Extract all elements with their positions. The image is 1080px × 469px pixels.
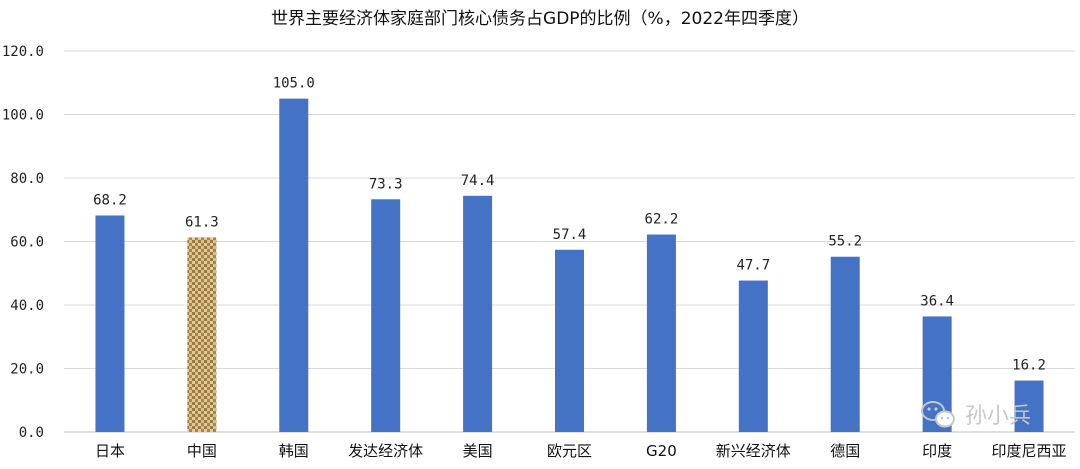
data-label: 47.7 bbox=[736, 258, 770, 274]
category-label: 新兴经济体 bbox=[716, 442, 791, 460]
y-tick-label: 100.0 bbox=[2, 108, 44, 124]
category-label: 印度尼西亚 bbox=[992, 442, 1067, 460]
y-tick-label: 20.0 bbox=[10, 362, 44, 378]
bar-0 bbox=[95, 215, 125, 432]
bar-5 bbox=[555, 249, 584, 432]
bar-3 bbox=[371, 199, 401, 432]
category-label: 韩国 bbox=[279, 442, 309, 460]
category-label: 欧元区 bbox=[547, 442, 592, 460]
data-label: 16.2 bbox=[1012, 358, 1046, 374]
category-label: 发达经济体 bbox=[348, 442, 423, 460]
bar-6 bbox=[646, 234, 676, 432]
y-tick-label: 60.0 bbox=[10, 235, 44, 251]
y-axis-ticks: 0.0 20.0 40.0 60.0 80.0 100.0 120.0 bbox=[2, 44, 44, 441]
category-label: 美国 bbox=[463, 442, 493, 460]
data-label: 74.4 bbox=[461, 173, 495, 189]
y-tick-label: 40.0 bbox=[10, 298, 44, 314]
bar-2 bbox=[279, 98, 309, 432]
data-labels: 68.2 61.3 105.0 73.3 74.4 57.4 62.2 47.7 55.2 36.… bbox=[93, 76, 1046, 374]
data-label: 62.2 bbox=[645, 212, 679, 228]
bar-1 bbox=[187, 237, 217, 432]
data-label: 73.3 bbox=[369, 176, 403, 192]
data-label: 36.4 bbox=[920, 293, 954, 309]
data-label: 61.3 bbox=[185, 214, 219, 230]
category-label: 德国 bbox=[830, 442, 860, 460]
category-label: 印度 bbox=[922, 442, 952, 460]
x-axis-categories: 日本 中国 韩国 发达经济体 美国 欧元区 G20 新兴经济体 德国 印度 印度尼西亚 bbox=[95, 442, 1067, 460]
category-label: G20 bbox=[646, 442, 677, 460]
bars bbox=[95, 98, 1044, 432]
y-tick-label: 120.0 bbox=[2, 44, 44, 60]
y-tick-label: 80.0 bbox=[10, 171, 44, 187]
category-label: 中国 bbox=[187, 442, 217, 460]
bar-10 bbox=[1014, 380, 1044, 432]
watermark: 孙小兵 bbox=[921, 401, 1031, 429]
wechat-icon bbox=[921, 401, 955, 428]
watermark-text: 孙小兵 bbox=[965, 404, 1031, 429]
gridlines bbox=[64, 50, 1075, 369]
bar-8 bbox=[830, 256, 860, 432]
y-tick-label: 0.0 bbox=[19, 425, 44, 441]
data-label: 55.2 bbox=[828, 234, 862, 250]
bar-7 bbox=[738, 280, 768, 432]
category-label: 日本 bbox=[95, 442, 125, 460]
data-label: 57.4 bbox=[553, 227, 587, 243]
data-label: 105.0 bbox=[273, 76, 315, 92]
data-label: 68.2 bbox=[93, 192, 127, 208]
bar-4 bbox=[463, 195, 493, 432]
chart-title: 世界主要经济体家庭部门核心债务占GDP的比例（%，2022年四季度） bbox=[271, 9, 809, 29]
